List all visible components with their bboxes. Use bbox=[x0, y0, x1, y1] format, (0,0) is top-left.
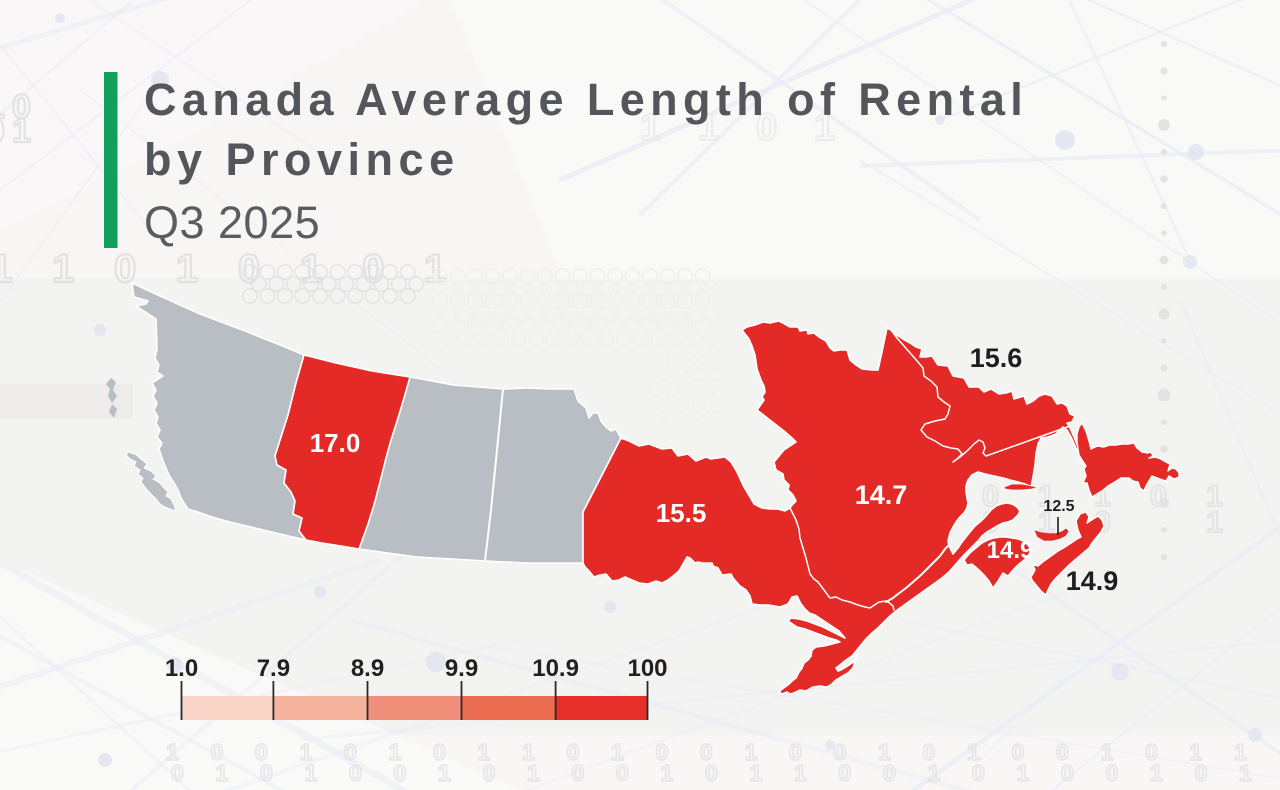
svg-text:1: 1 bbox=[814, 107, 835, 149]
svg-text:1: 1 bbox=[527, 760, 540, 786]
svg-text:1: 1 bbox=[1101, 739, 1114, 765]
svg-text:17.0: 17.0 bbox=[310, 428, 361, 458]
svg-text:1: 1 bbox=[438, 760, 451, 786]
svg-text:1: 1 bbox=[794, 760, 807, 786]
svg-text:8.9: 8.9 bbox=[351, 655, 384, 682]
svg-text:0: 0 bbox=[839, 760, 852, 786]
svg-text:15.5: 15.5 bbox=[656, 498, 707, 528]
svg-text:1: 1 bbox=[750, 760, 763, 786]
svg-text:1: 1 bbox=[12, 112, 31, 150]
svg-text:100: 100 bbox=[627, 655, 667, 682]
svg-text:0: 0 bbox=[260, 760, 273, 786]
svg-text:12.5: 12.5 bbox=[1043, 498, 1074, 515]
svg-text:0: 0 bbox=[362, 247, 384, 291]
svg-text:1: 1 bbox=[661, 760, 674, 786]
svg-text:0: 0 bbox=[1061, 760, 1074, 786]
svg-text:0: 0 bbox=[171, 760, 184, 786]
svg-text:1: 1 bbox=[176, 247, 198, 291]
svg-text:1: 1 bbox=[216, 760, 229, 786]
svg-text:1: 1 bbox=[745, 739, 758, 765]
svg-text:0: 0 bbox=[1150, 480, 1167, 513]
svg-text:1: 1 bbox=[698, 107, 719, 149]
svg-text:1: 1 bbox=[1239, 760, 1252, 786]
svg-text:0: 0 bbox=[0, 112, 5, 150]
svg-text:0: 0 bbox=[567, 739, 580, 765]
svg-text:7.9: 7.9 bbox=[257, 655, 290, 682]
svg-text:1: 1 bbox=[1038, 506, 1055, 539]
svg-text:Q3 2025: Q3 2025 bbox=[144, 197, 320, 248]
svg-text:0: 0 bbox=[1145, 739, 1158, 765]
svg-text:14.9: 14.9 bbox=[987, 537, 1034, 564]
svg-text:1: 1 bbox=[1206, 480, 1223, 513]
svg-text:1: 1 bbox=[1190, 739, 1203, 765]
svg-text:0: 0 bbox=[834, 739, 847, 765]
svg-text:1: 1 bbox=[166, 739, 179, 765]
svg-text:0: 0 bbox=[483, 760, 496, 786]
svg-text:0: 0 bbox=[789, 739, 802, 765]
svg-text:Canada Average Length of Renta: Canada Average Length of Rental bbox=[144, 74, 1028, 125]
svg-text:0: 0 bbox=[700, 739, 713, 765]
svg-text:15.6: 15.6 bbox=[970, 343, 1023, 373]
svg-text:1: 1 bbox=[478, 739, 491, 765]
svg-text:0: 0 bbox=[12, 88, 31, 126]
svg-text:0: 0 bbox=[344, 739, 357, 765]
svg-text:1: 1 bbox=[522, 739, 535, 765]
svg-text:1: 1 bbox=[1234, 739, 1247, 765]
svg-text:0: 0 bbox=[1195, 760, 1208, 786]
svg-text:1: 1 bbox=[967, 739, 980, 765]
svg-text:0: 0 bbox=[616, 760, 629, 786]
svg-text:1: 1 bbox=[640, 107, 661, 149]
svg-text:0: 0 bbox=[883, 760, 896, 786]
svg-text:0: 0 bbox=[972, 760, 985, 786]
svg-text:0: 0 bbox=[1106, 760, 1119, 786]
svg-text:14.9: 14.9 bbox=[1066, 566, 1119, 596]
svg-text:1: 1 bbox=[1017, 760, 1030, 786]
svg-text:0: 0 bbox=[923, 739, 936, 765]
svg-text:14.7: 14.7 bbox=[855, 480, 908, 510]
svg-text:1: 1 bbox=[1150, 760, 1163, 786]
svg-text:1: 1 bbox=[389, 739, 402, 765]
svg-text:1: 1 bbox=[0, 88, 5, 126]
svg-text:0: 0 bbox=[656, 739, 669, 765]
svg-text:1: 1 bbox=[300, 739, 313, 765]
svg-text:0: 0 bbox=[211, 739, 224, 765]
svg-text:0: 0 bbox=[572, 760, 585, 786]
svg-text:1: 1 bbox=[611, 739, 624, 765]
svg-text:1: 1 bbox=[928, 760, 941, 786]
svg-text:10.9: 10.9 bbox=[532, 655, 579, 682]
svg-text:0: 0 bbox=[433, 739, 446, 765]
svg-text:1: 1 bbox=[878, 739, 891, 765]
svg-text:0: 0 bbox=[349, 760, 362, 786]
svg-text:0: 0 bbox=[756, 107, 777, 149]
svg-text:0: 0 bbox=[1012, 739, 1025, 765]
svg-text:1: 1 bbox=[52, 247, 74, 291]
svg-text:by Province: by Province bbox=[144, 134, 460, 185]
svg-text:0: 0 bbox=[394, 760, 407, 786]
svg-text:9.9: 9.9 bbox=[445, 655, 478, 682]
svg-text:1: 1 bbox=[300, 247, 322, 291]
svg-text:1: 1 bbox=[305, 760, 318, 786]
svg-text:0: 0 bbox=[255, 739, 268, 765]
svg-text:1: 1 bbox=[1038, 480, 1055, 513]
svg-text:0: 0 bbox=[982, 480, 999, 513]
svg-text:1.0: 1.0 bbox=[165, 655, 198, 682]
svg-text:1: 1 bbox=[0, 247, 12, 291]
svg-text:0: 0 bbox=[705, 760, 718, 786]
svg-text:0: 0 bbox=[1056, 739, 1069, 765]
svg-text:1: 1 bbox=[1206, 506, 1223, 539]
